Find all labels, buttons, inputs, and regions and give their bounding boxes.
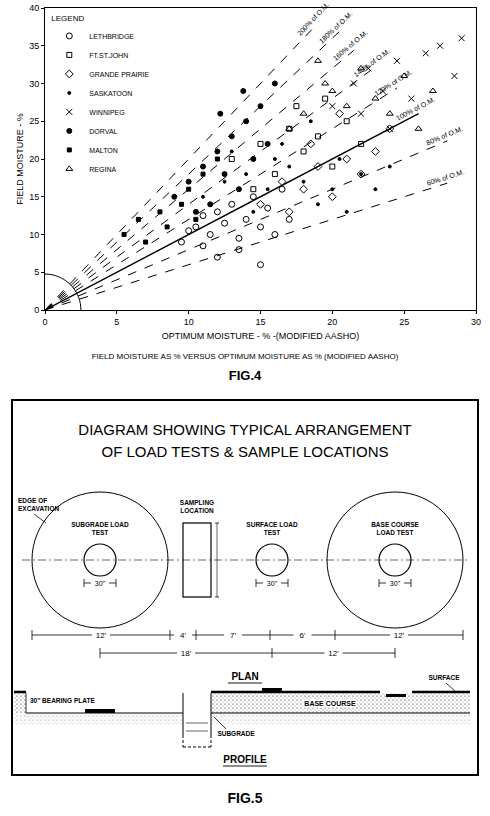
svg-text:MALTON: MALTON: [89, 147, 118, 154]
svg-text:160% of O.M.: 160% of O.M.: [332, 29, 369, 62]
svg-text:15: 15: [255, 317, 265, 327]
svg-text:5: 5: [34, 267, 39, 277]
svg-text:OPTIMUM MOISTURE - % -(MODIFIE: OPTIMUM MOISTURE - % -(MODIFIED AASHO): [162, 331, 360, 341]
svg-text:EDGE OF: EDGE OF: [18, 497, 47, 504]
svg-text:PROFILE: PROFILE: [223, 754, 267, 765]
svg-text:80% of O.M.: 80% of O.M.: [425, 125, 464, 147]
svg-text:200% of O.M.: 200% of O.M.: [296, 1, 331, 37]
svg-text:TEST: TEST: [264, 529, 281, 536]
svg-text:SASKATOON: SASKATOON: [89, 90, 132, 97]
svg-text:30": 30": [267, 580, 278, 587]
svg-text:15: 15: [29, 192, 39, 202]
html-text:FIELD MOISTURE AS % VERSUS OPT: FIELD MOISTURE AS % VERSUS OPTIMUM MOIST…: [91, 352, 399, 361]
svg-text:EXCAVATION: EXCAVATION: [18, 505, 59, 512]
svg-text:40: 40: [29, 3, 39, 13]
svg-text:DIAGRAM SHOWING TYPICAL ARRANG: DIAGRAM SHOWING TYPICAL ARRANGEMENT: [78, 421, 411, 438]
svg-text:60% of O.M.: 60% of O.M.: [426, 168, 465, 186]
html-text:FIG.4: FIG.4: [228, 368, 262, 383]
svg-text:12': 12': [96, 631, 107, 640]
svg-text:FIELD MOISTURE - %: FIELD MOISTURE - %: [15, 113, 25, 205]
svg-text:FT.ST.JOHN: FT.ST.JOHN: [89, 52, 128, 59]
svg-text:0: 0: [34, 305, 39, 315]
svg-text:SUBGRADE: SUBGRADE: [217, 730, 255, 737]
svg-text:BASE COURSE: BASE COURSE: [304, 700, 356, 707]
svg-text:6': 6': [300, 631, 306, 640]
svg-text:LEGEND: LEGEND: [51, 14, 84, 23]
svg-text:30": 30": [390, 580, 401, 587]
svg-text:OF LOAD TESTS & SAMPLE LOCATIO: OF LOAD TESTS & SAMPLE LOCATIONS: [101, 443, 388, 460]
svg-text:TEST: TEST: [92, 529, 109, 536]
svg-text:SURFACE LOAD: SURFACE LOAD: [246, 521, 298, 528]
svg-text:30: 30: [29, 79, 39, 89]
svg-text:120% of O.M.: 120% of O.M.: [373, 68, 413, 97]
svg-text:180% of O.M.: 180% of O.M.: [318, 10, 354, 45]
svg-text:LOCATION: LOCATION: [180, 507, 214, 514]
svg-text:LETHBRIDGE: LETHBRIDGE: [89, 33, 134, 40]
svg-text:25: 25: [399, 317, 409, 327]
svg-text:12': 12': [394, 631, 405, 640]
svg-text:30: 30: [471, 317, 481, 327]
svg-text:10: 10: [184, 317, 194, 327]
svg-text:BASE COURSE: BASE COURSE: [371, 521, 419, 528]
svg-text:18': 18': [181, 649, 192, 658]
svg-text:0: 0: [42, 317, 47, 327]
svg-text:30" BEARING PLATE: 30" BEARING PLATE: [30, 697, 95, 704]
svg-text:SUBGRADE LOAD: SUBGRADE LOAD: [71, 521, 129, 528]
svg-text:DORVAL: DORVAL: [89, 128, 117, 135]
svg-text:SAMPLING: SAMPLING: [180, 499, 214, 506]
svg-text:5: 5: [114, 317, 119, 327]
svg-text:LOAD TEST: LOAD TEST: [377, 529, 414, 536]
svg-text:12': 12': [328, 649, 339, 658]
svg-text:PLAN: PLAN: [231, 671, 258, 682]
svg-text:FIG.5: FIG.5: [227, 790, 262, 806]
svg-text:7': 7': [230, 631, 236, 640]
svg-text:10: 10: [29, 230, 39, 240]
svg-text:25: 25: [29, 116, 39, 126]
svg-text:REGINA: REGINA: [89, 166, 116, 173]
svg-text:140% of O.M.: 140% of O.M.: [352, 47, 391, 78]
svg-text:100% of O.M.: 100% of O.M.: [395, 96, 436, 122]
svg-text:20: 20: [327, 317, 337, 327]
svg-text:20: 20: [29, 154, 39, 164]
svg-text:WINNIPEG: WINNIPEG: [89, 109, 124, 116]
svg-text:30": 30": [95, 580, 106, 587]
svg-text:GRANDE PRAIRIE: GRANDE PRAIRIE: [89, 71, 149, 78]
svg-text:4': 4': [180, 631, 186, 640]
svg-text:SURFACE: SURFACE: [428, 674, 460, 681]
svg-text:35: 35: [29, 41, 39, 51]
